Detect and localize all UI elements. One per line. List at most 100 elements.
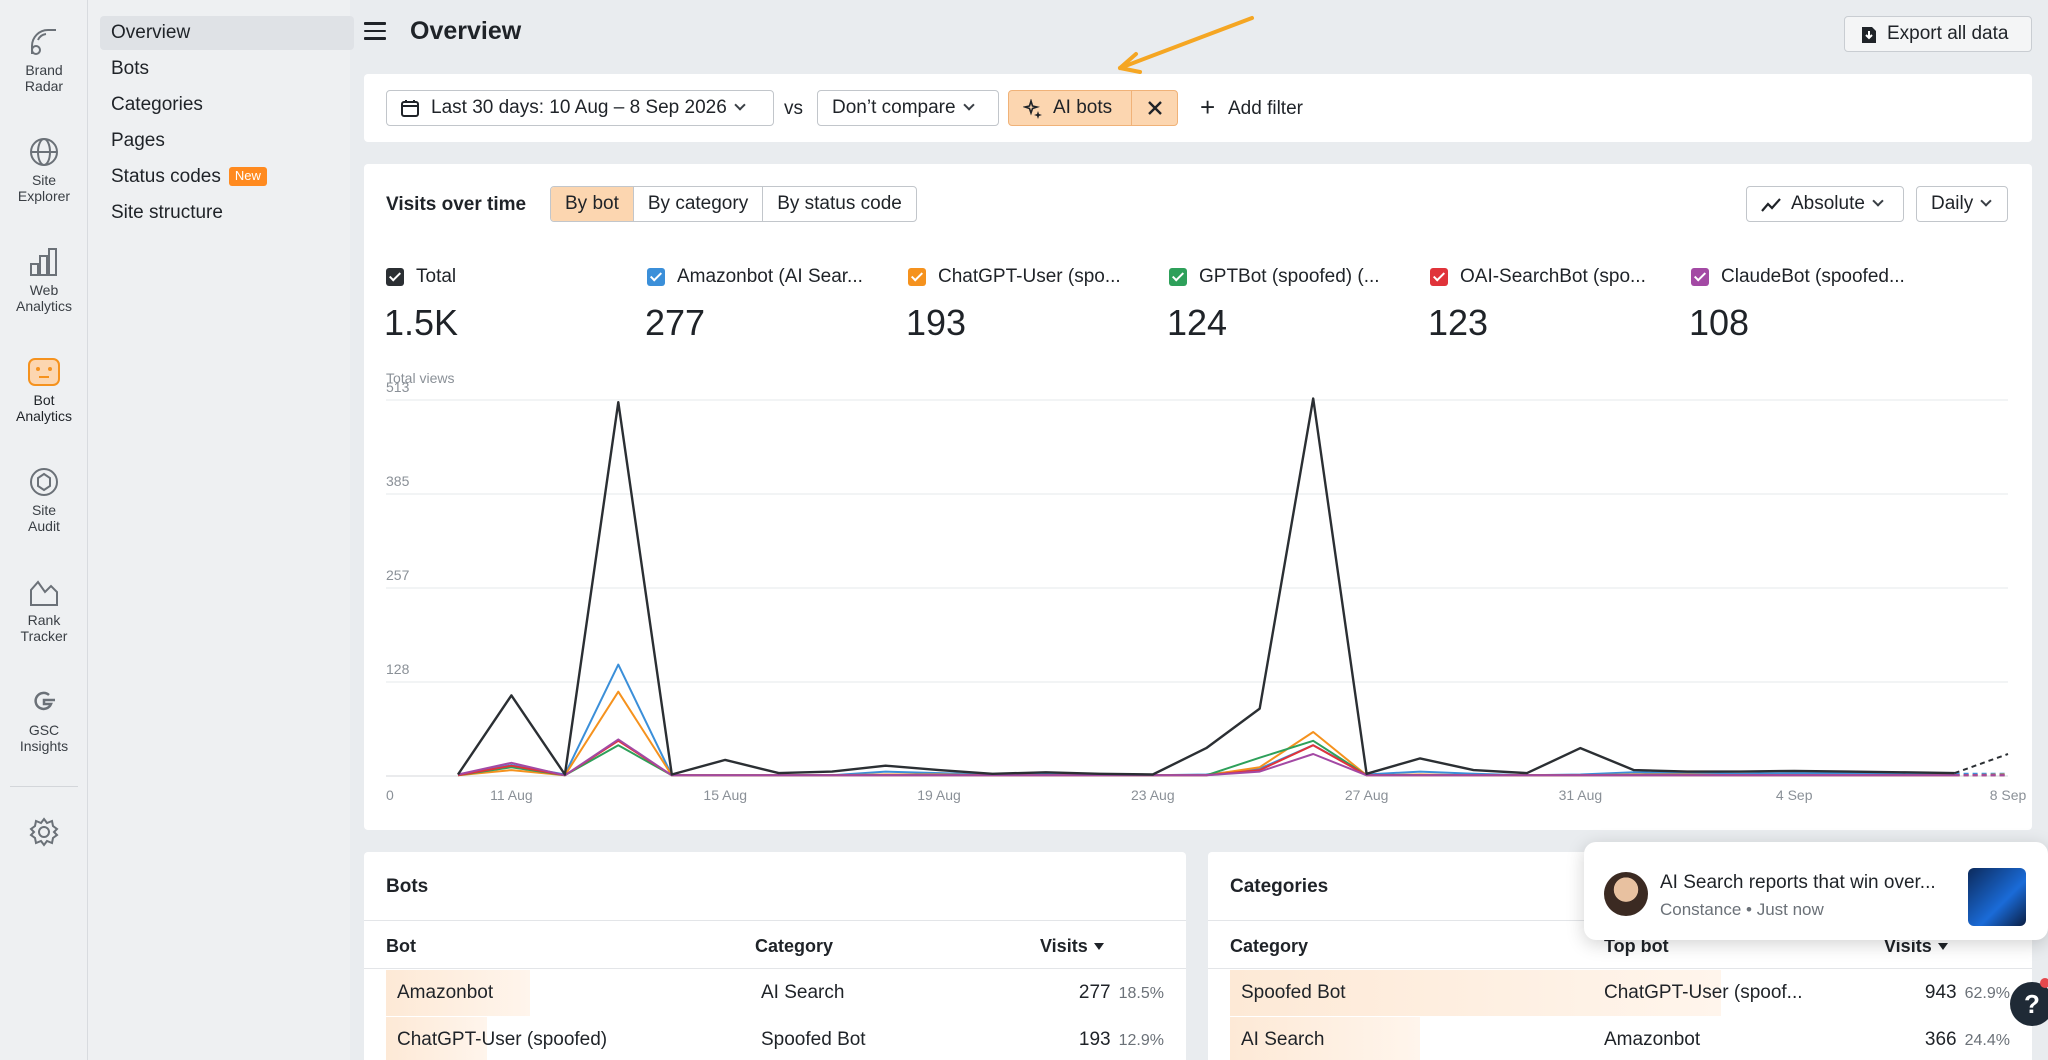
scale-mode-select[interactable]: Absolute [1746,186,1904,222]
nav-item-pages[interactable]: Pages [111,130,165,151]
rail-label: Bot Analytics [15,392,73,424]
bots-card-title: Bots [386,876,429,897]
rail-label: Site Explorer [17,172,71,204]
nav-item-status-codes[interactable]: Status codes New [100,160,354,194]
notification-toast[interactable]: AI Search reports that win over... Const… [1584,842,2048,940]
share-bar [386,1017,487,1060]
download-icon [1862,27,1876,43]
rail-label: Web Analytics [15,282,73,314]
series-total: 1.5K [384,302,459,343]
visits-header-label: Visits [1040,936,1088,956]
add-filter-button[interactable]: + Add filter [1200,94,1303,120]
nav-item-overview[interactable]: Overview [100,16,354,50]
chart-title: Visits over time [386,194,527,215]
column-header-visits[interactable]: Visits [1040,936,1104,957]
tab-by-status-code[interactable]: By status code [777,193,902,214]
ai-bots-filter-button[interactable]: AI bots [1009,91,1131,125]
series-line [457,690,1955,777]
notification-dot [2040,978,2048,988]
sort-desc-icon [1937,943,1948,950]
tab-by-category[interactable]: By category [634,187,764,221]
date-range-select[interactable]: Last 30 days: 10 Aug – 8 Sep 2026 [386,90,774,126]
column-header-category[interactable]: Category [755,936,834,956]
section-nav: Overview Bots Categories Pages Status co… [88,0,354,1060]
toast-time: Just now [1756,900,1824,919]
google-icon [34,691,55,711]
series-checkbox[interactable] [908,268,926,286]
series-checkbox[interactable] [1430,268,1448,286]
export-label: Export all data [1887,23,2009,44]
brand-radar-icon [31,29,56,55]
rail-gsc-insights[interactable]: GSC Insights [0,686,88,754]
y-axis-title: Total views [386,370,455,386]
nav-item-categories[interactable]: Categories [111,94,203,115]
export-all-data-button[interactable]: Export all data [1844,16,2032,52]
calendar-icon [401,100,419,117]
toast-meta: Constance • Just now [1660,900,1824,920]
series-checkbox[interactable] [1169,268,1187,286]
sort-desc-icon [1093,943,1104,950]
series-line-partial [1954,753,2009,775]
rail-site-audit[interactable]: Site Audit [0,466,88,534]
visits-cell: 366 24.4% [1925,1029,2010,1051]
visits-value: 943 [1924,982,1957,1003]
category-name-cell: AI Search [1241,1029,1325,1050]
bots-table-card: Bots Bot Category Visits Amazonbot AI Sea… [364,852,1186,1060]
interval-select[interactable]: Daily [1916,186,2008,222]
series-name: Amazonbot (AI Sear... [677,266,863,287]
series-checkbox[interactable] [386,268,404,286]
menu-toggle-icon[interactable] [364,22,386,40]
help-button[interactable]: ? [2010,982,2048,1026]
column-header-top-bot[interactable]: Top bot [1604,936,1669,956]
nav-item-bots[interactable]: Bots [111,58,150,79]
ai-bots-filter-chip: AI bots [1008,90,1178,126]
x-tick-label: 4 Sep [1776,787,1813,803]
rail-site-explorer[interactable]: Site Explorer [0,136,88,204]
visits-cell: 277 18.5% [1079,982,1164,1004]
x-tick-label: 15 Aug [703,787,747,803]
x-tick-label: 31 Aug [1559,787,1603,803]
remove-filter-button[interactable] [1131,91,1177,125]
rail-bot-analytics[interactable]: Bot Analytics [0,356,88,424]
rail-settings[interactable] [0,816,88,848]
column-header-visits[interactable]: Visits [1884,936,1948,957]
y-tick-label: 385 [386,473,410,489]
series-total: 124 [1167,302,1228,343]
visits-over-time-card: Visits over time By bot By category By s… [364,164,2032,830]
y-tick-label: 513 [386,379,410,395]
top-bot-cell: Amazonbot [1604,1029,1701,1050]
trend-line-icon [1761,198,1781,212]
compare-select[interactable]: Don’t compare [817,90,999,126]
series-name: ClaudeBot (spoofed... [1721,266,1905,287]
visits-value: 366 [1924,1029,1957,1050]
rail-divider [10,786,78,787]
chevron-down-icon [962,99,975,111]
visits-value: 193 [1078,1029,1111,1050]
site-audit-icon [30,468,58,496]
rail-rank-tracker[interactable]: Rank Tracker [0,576,88,644]
series-total: 123 [1428,302,1489,343]
x-tick-label: 27 Aug [1345,787,1389,803]
column-header-bot[interactable]: Bot [386,936,416,956]
column-header-category[interactable]: Category [1230,936,1309,956]
nav-item-site-structure[interactable]: Site structure [111,202,223,223]
series-checkbox[interactable] [1691,268,1709,286]
series-checkbox[interactable] [647,268,665,286]
ai-bots-label: AI bots [1053,97,1113,118]
interval-label: Daily [1931,193,1974,214]
category-cell: Spoofed Bot [761,1029,866,1050]
add-filter-label: Add filter [1228,98,1303,119]
rail-brand-radar[interactable]: Brand Radar [0,26,88,94]
series-line [457,663,1955,777]
divider [364,920,1186,921]
filter-bar: Last 30 days: 10 Aug – 8 Sep 2026 vs Don… [364,74,2032,142]
tab-by-bot[interactable]: By bot [551,187,634,221]
y-tick-label: 257 [386,567,410,583]
globe-icon [30,138,58,166]
visits-header-label: Visits [1884,936,1932,956]
chevron-down-icon [1872,195,1884,207]
date-range-label: Last 30 days: 10 Aug – 8 Sep 2026 [431,97,727,118]
chevron-down-icon [1980,195,1992,207]
divider [364,968,1186,969]
rail-web-analytics[interactable]: Web Analytics [0,246,88,314]
